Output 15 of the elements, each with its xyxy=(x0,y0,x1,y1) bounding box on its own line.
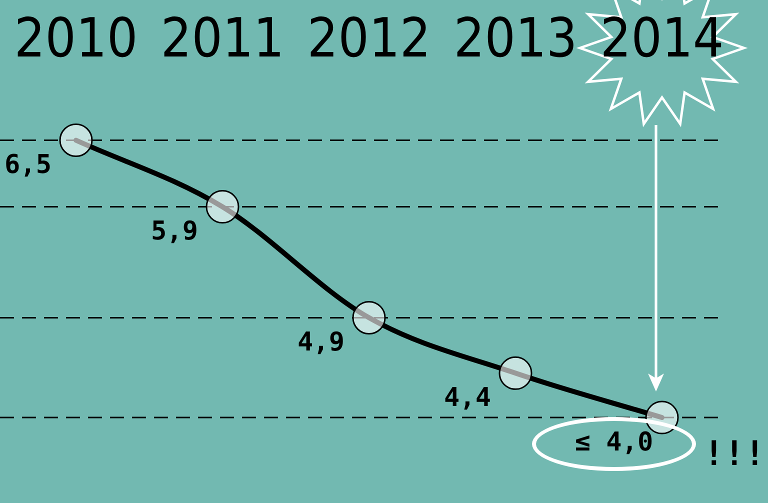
data-label: 5,9 xyxy=(151,216,198,247)
point xyxy=(59,124,93,158)
data-label: ≤ 4,0 xyxy=(574,427,654,458)
point xyxy=(352,300,386,334)
text: !!! xyxy=(704,434,766,474)
point xyxy=(498,356,532,390)
data-label: 4,9 xyxy=(298,327,344,358)
x-tick-label: 2012 xyxy=(307,6,431,70)
point xyxy=(206,190,240,224)
data-label: 4,4 xyxy=(444,382,491,413)
x-tick-label: 2013 xyxy=(454,6,578,70)
x-tick-label: 2011 xyxy=(160,6,284,70)
x-tick-label: 2014 xyxy=(600,6,724,70)
x-tick-label: 2010 xyxy=(14,6,138,70)
data-label: 6,5 xyxy=(4,150,52,180)
